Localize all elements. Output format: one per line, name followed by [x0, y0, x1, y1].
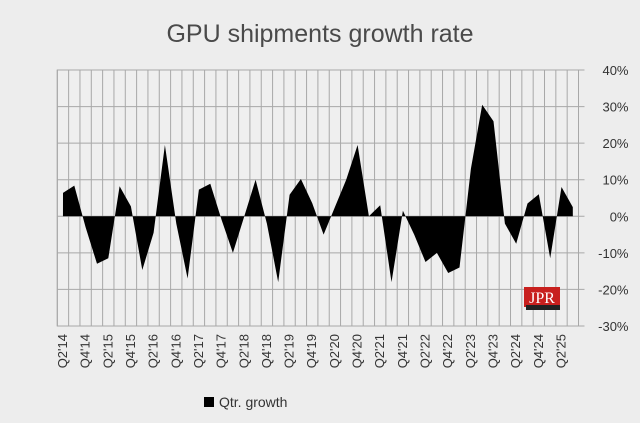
x-tick-label: Q2'23 [463, 334, 478, 368]
chart-title: GPU shipments growth rate [166, 20, 473, 48]
x-tick-label: Q2'20 [327, 334, 342, 368]
x-tick-label: Q2'22 [418, 334, 433, 368]
x-tick-label: Q2'25 [554, 334, 569, 368]
x-tick-label: Q2'21 [372, 334, 387, 368]
x-tick-label: Q2'16 [146, 334, 161, 368]
legend: Qtr. growth [204, 394, 287, 410]
x-axis: Q2'14 Q4'14 Q2'15 Q4'15 Q2'16 Q4'16 Q2'17 Q4'17… [55, 334, 569, 368]
x-tick-label: Q2'15 [100, 334, 115, 368]
y-tick-label: 10% [602, 173, 628, 188]
y-tick-label: 20% [602, 136, 628, 151]
x-tick-label: Q4'20 [350, 334, 365, 368]
x-tick-label: Q2'19 [282, 334, 297, 368]
x-tick-label: Q4'21 [395, 334, 410, 368]
legend-swatch [204, 397, 214, 407]
x-tick-label: Q2'24 [508, 334, 523, 368]
x-tick-label: Q4'22 [440, 334, 455, 368]
y-tick-label: -20% [598, 282, 629, 297]
x-tick-label: Q4'18 [259, 334, 274, 368]
x-tick-label: Q2'17 [191, 334, 206, 368]
y-tick-label: 30% [602, 100, 628, 115]
jpr-logo: JPR [524, 287, 560, 310]
y-tick-label: -10% [598, 246, 629, 261]
x-tick-label: Q4'23 [486, 334, 501, 368]
y-tick-label: 0% [610, 209, 629, 224]
grid [56, 69, 585, 327]
x-tick-label: Q4'19 [304, 334, 319, 368]
x-tick-label: Q4'15 [123, 334, 138, 368]
x-tick-label: Q4'17 [214, 334, 229, 368]
y-tick-label: 40% [602, 63, 628, 78]
series-area-qtr-growth [62, 104, 573, 283]
x-tick-label: Q2'18 [236, 334, 251, 368]
x-tick-label: Q4'14 [78, 334, 93, 368]
y-axis: 40% 30% 20% 10% 0% -10% -20% -30% [598, 63, 629, 334]
legend-label: Qtr. growth [219, 394, 287, 410]
y-tick-label: -30% [598, 319, 629, 334]
x-tick-label: Q2'14 [55, 334, 70, 368]
x-tick-label: Q4'16 [168, 334, 183, 368]
logo-text: JPR [529, 290, 555, 307]
x-tick-label: Q4'24 [531, 334, 546, 368]
